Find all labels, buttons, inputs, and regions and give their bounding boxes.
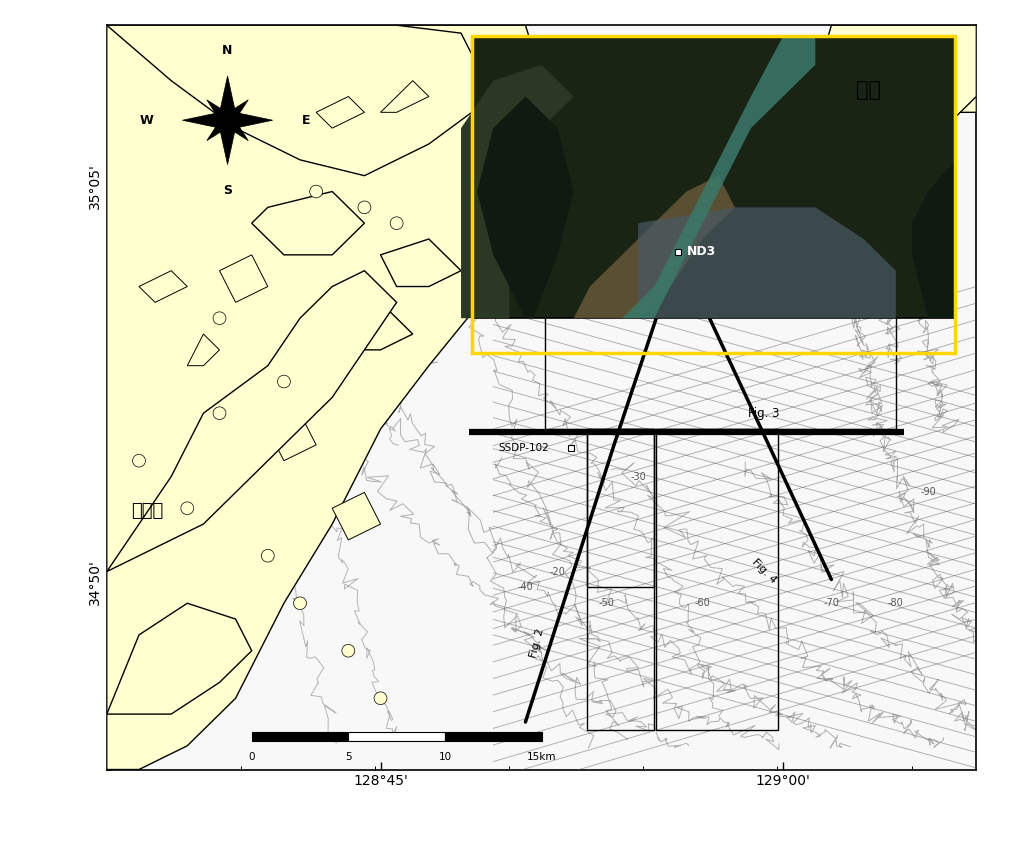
Polygon shape (218, 120, 237, 165)
Circle shape (358, 201, 371, 214)
Text: -50: -50 (598, 598, 614, 608)
Text: W: W (139, 114, 154, 127)
Text: 15km: 15km (527, 752, 556, 762)
Polygon shape (223, 100, 248, 124)
Text: Fig. 2: Fig. 2 (528, 627, 545, 659)
Text: -60: -60 (695, 598, 711, 608)
Text: 부산: 부산 (855, 81, 881, 100)
Polygon shape (880, 25, 976, 113)
Polygon shape (187, 334, 220, 366)
Polygon shape (107, 271, 397, 572)
Bar (444, 732, 541, 741)
Bar (472, 36, 955, 353)
Polygon shape (228, 111, 273, 130)
Bar (545, 199, 896, 429)
Polygon shape (912, 160, 955, 318)
Text: -90: -90 (920, 488, 936, 497)
Text: Fig. 4: Fig. 4 (750, 558, 778, 585)
Circle shape (261, 549, 275, 562)
Circle shape (214, 407, 226, 420)
Text: -20: -20 (550, 567, 565, 577)
Polygon shape (333, 303, 413, 350)
Polygon shape (316, 97, 364, 128)
Circle shape (391, 217, 403, 230)
Text: 10: 10 (438, 752, 452, 762)
Text: -30: -30 (631, 472, 646, 482)
Bar (656, 429, 778, 730)
Text: 거제도: 거제도 (131, 502, 163, 520)
Polygon shape (333, 492, 380, 540)
Circle shape (374, 692, 386, 705)
Bar (472, 36, 955, 318)
Polygon shape (477, 97, 574, 318)
Text: -30: -30 (324, 345, 340, 355)
Polygon shape (220, 255, 267, 303)
Polygon shape (139, 271, 187, 303)
Polygon shape (206, 116, 232, 140)
Polygon shape (223, 116, 248, 140)
Polygon shape (380, 239, 461, 287)
Text: 5: 5 (345, 752, 352, 762)
Polygon shape (267, 413, 316, 461)
Circle shape (342, 644, 355, 657)
Polygon shape (461, 65, 574, 318)
Bar (251, 732, 348, 741)
Bar (587, 429, 654, 587)
Polygon shape (251, 192, 364, 255)
Polygon shape (380, 81, 429, 113)
Text: SSDP-102: SSDP-102 (498, 443, 549, 453)
Polygon shape (206, 100, 232, 124)
Polygon shape (218, 76, 237, 120)
Bar (587, 429, 654, 730)
Polygon shape (816, 25, 976, 144)
Bar (348, 732, 444, 741)
Polygon shape (107, 603, 251, 714)
Polygon shape (574, 176, 735, 318)
Text: E: E (302, 114, 310, 127)
Circle shape (181, 502, 193, 515)
Text: N: N (223, 44, 233, 57)
Polygon shape (107, 25, 557, 770)
Polygon shape (638, 208, 896, 318)
Text: ND3: ND3 (686, 246, 716, 258)
Text: S: S (223, 183, 232, 197)
Polygon shape (622, 36, 816, 318)
Circle shape (278, 375, 290, 388)
Polygon shape (107, 25, 493, 176)
Circle shape (294, 597, 306, 610)
Text: -10: -10 (872, 218, 888, 228)
Circle shape (132, 454, 145, 467)
Text: -80: -80 (888, 598, 904, 608)
Circle shape (214, 312, 226, 325)
Polygon shape (182, 111, 228, 130)
Text: Fig. 3: Fig. 3 (747, 407, 779, 420)
Circle shape (309, 185, 322, 198)
Text: 0: 0 (248, 752, 255, 762)
Text: -70: -70 (824, 598, 839, 608)
Text: -40: -40 (518, 583, 533, 592)
